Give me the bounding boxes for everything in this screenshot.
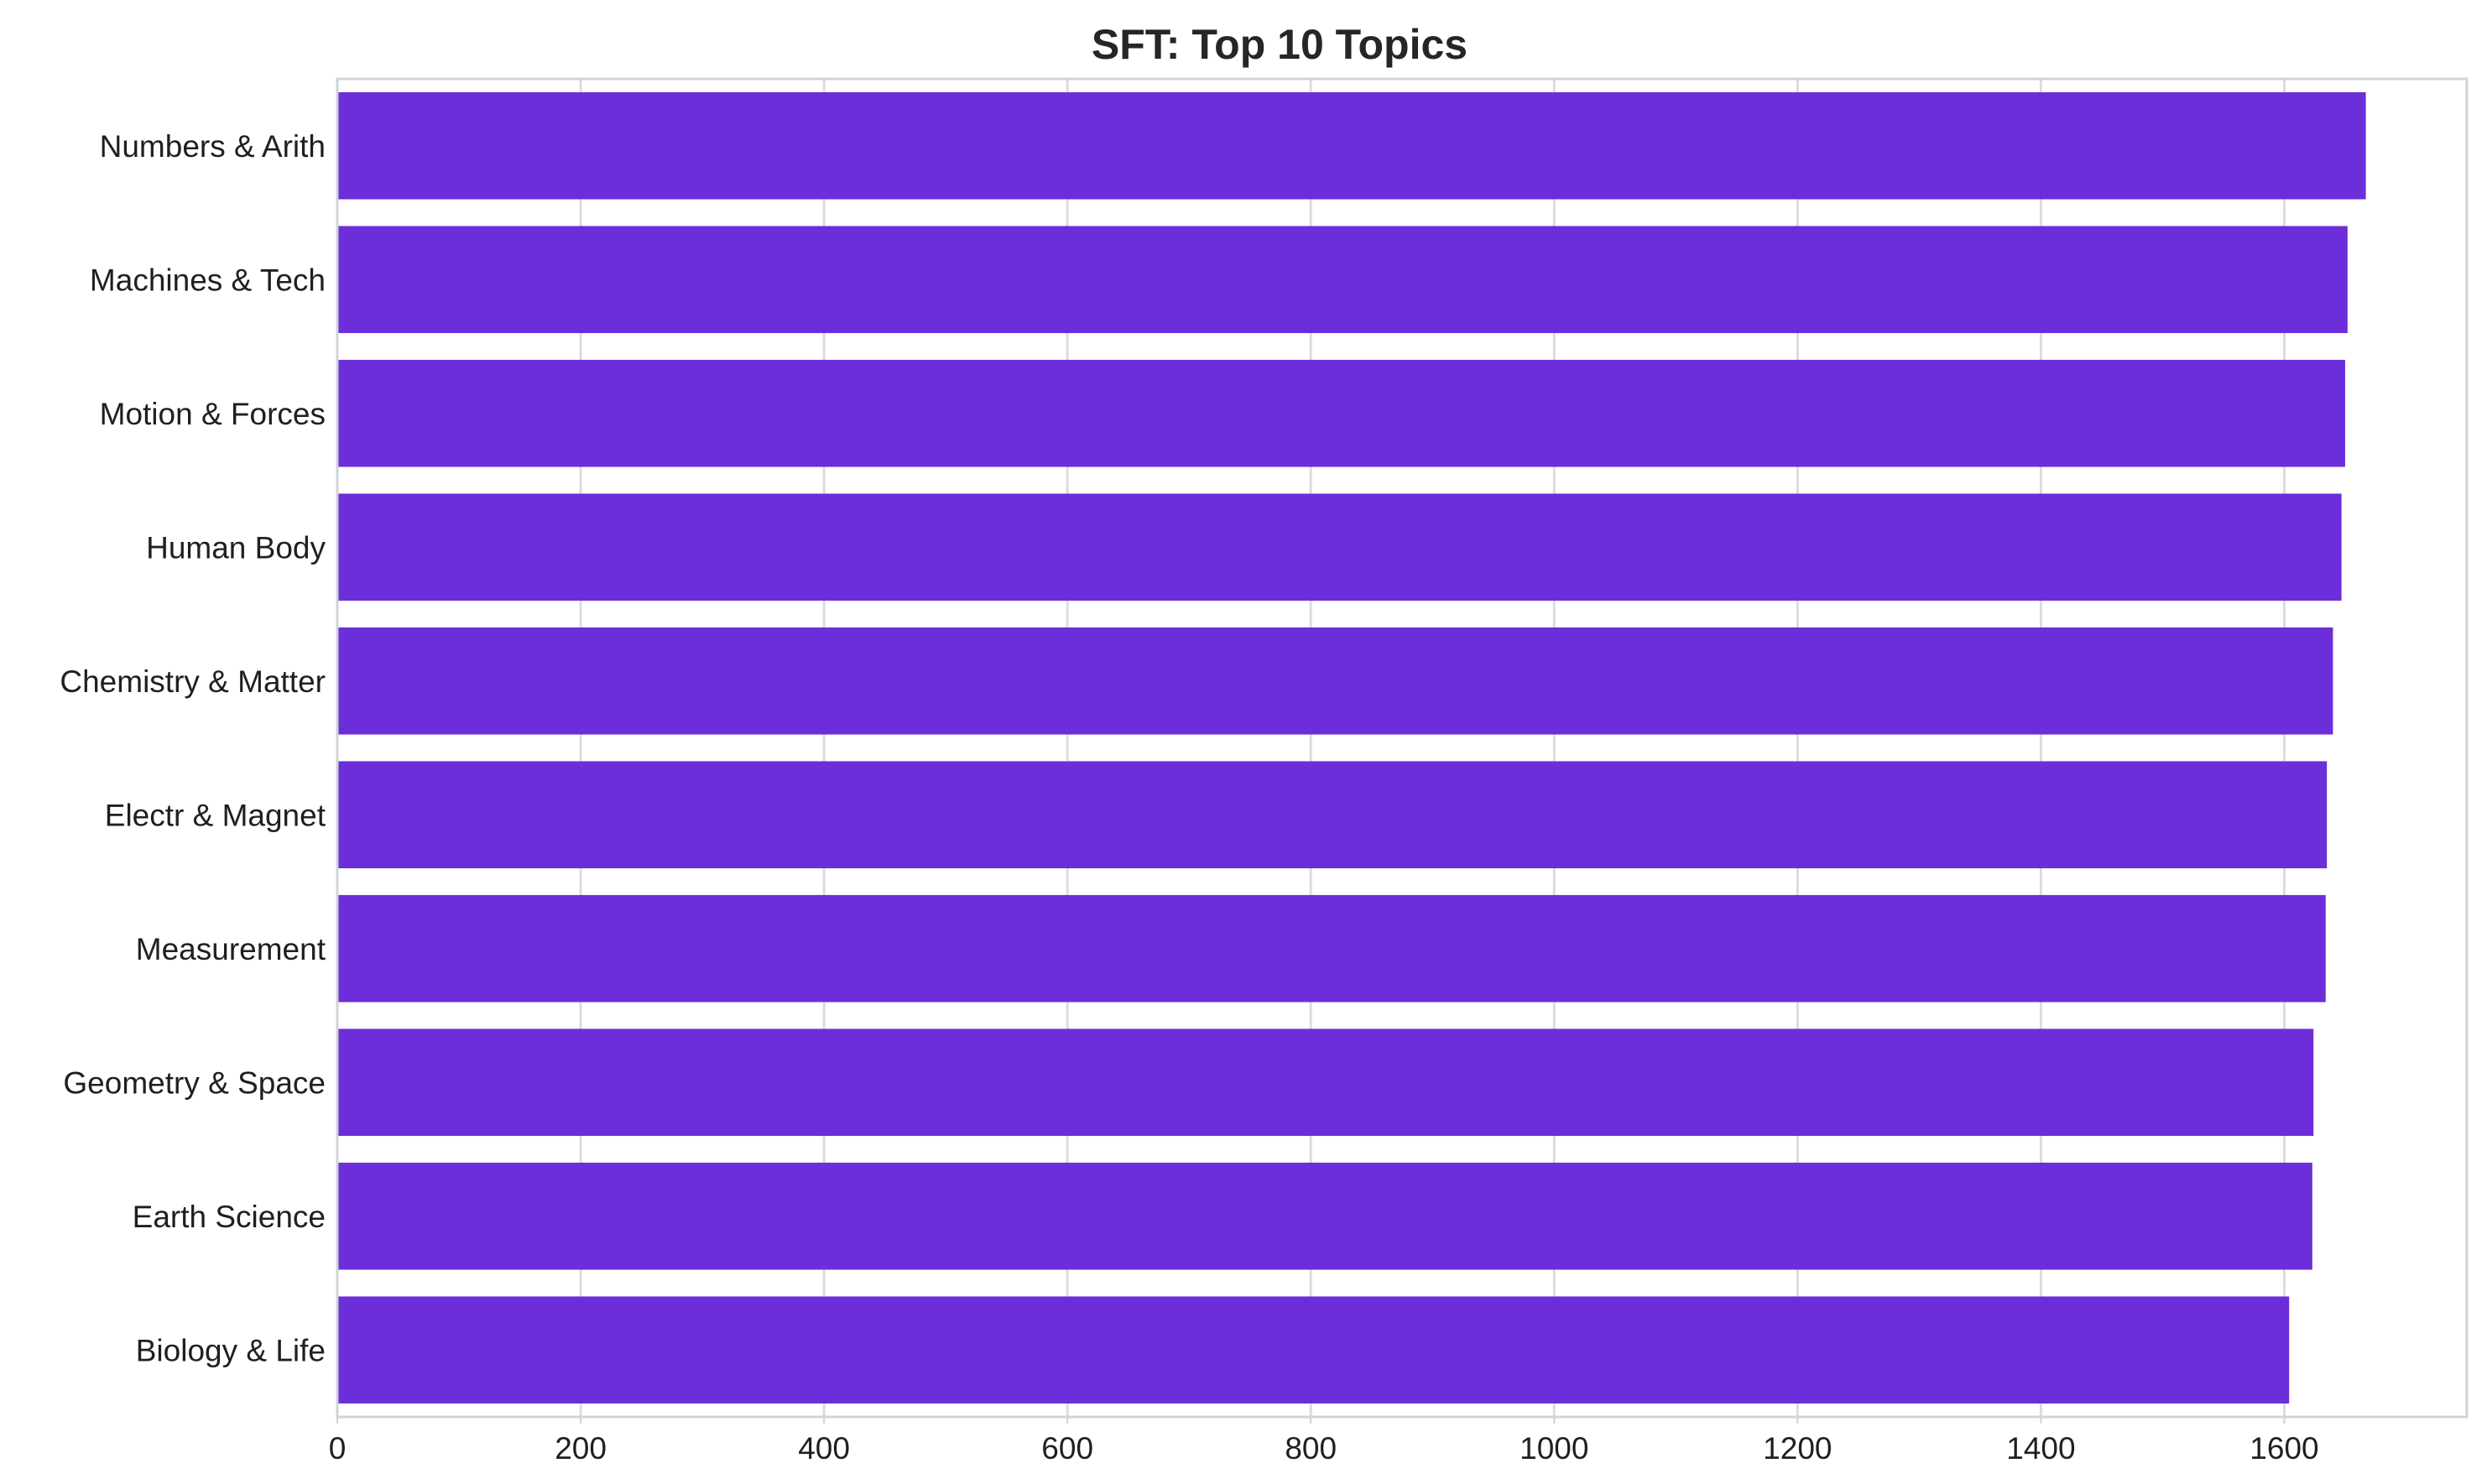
- bar: [337, 1028, 2314, 1137]
- x-tick-label: 1400: [2006, 1431, 2075, 1466]
- y-tick-label: Motion & Forces: [100, 397, 326, 431]
- bar: [337, 493, 2342, 601]
- bar: [337, 894, 2326, 1002]
- x-tick-label: 400: [798, 1431, 850, 1466]
- y-tick-label: Geometry & Space: [63, 1065, 326, 1100]
- y-tick-label: Earth Science: [133, 1200, 326, 1234]
- y-tick-label: Measurement: [136, 932, 326, 966]
- y-tick-label: Biology & Life: [136, 1333, 326, 1367]
- x-tick-label: 600: [1041, 1431, 1093, 1466]
- bars: [337, 91, 2366, 1404]
- x-tick-label: 800: [1285, 1431, 1337, 1466]
- x-tick-label: 200: [555, 1431, 607, 1466]
- y-axis-ticks: Numbers & Arith Machines & Tech Motion & F…: [60, 129, 326, 1368]
- bar: [337, 761, 2328, 869]
- bar: [337, 627, 2333, 735]
- y-tick-label: Machines & Tech: [90, 263, 326, 297]
- bar: [337, 91, 2366, 200]
- bar: [337, 1296, 2290, 1404]
- bar: [337, 226, 2348, 334]
- x-tick-label: 1600: [2250, 1431, 2318, 1466]
- chart-title: SFT: Top 10 Topics: [1092, 21, 1468, 68]
- x-axis-ticks: 0 200 400 600 800 1000 1200 1400 1600: [329, 1417, 2319, 1466]
- x-tick-label: 1200: [1763, 1431, 1832, 1466]
- axes-frame: [336, 77, 2469, 1419]
- y-tick-label: Chemistry & Matter: [60, 664, 326, 699]
- bar: [337, 359, 2345, 467]
- x-tick-label: 1000: [1520, 1431, 1588, 1466]
- x-tick-label: 0: [329, 1431, 347, 1466]
- y-tick-label: Numbers & Arith: [100, 129, 326, 164]
- y-tick-label: Human Body: [146, 530, 326, 565]
- bar: [337, 1162, 2312, 1270]
- y-tick-label: Electr & Magnet: [105, 798, 326, 832]
